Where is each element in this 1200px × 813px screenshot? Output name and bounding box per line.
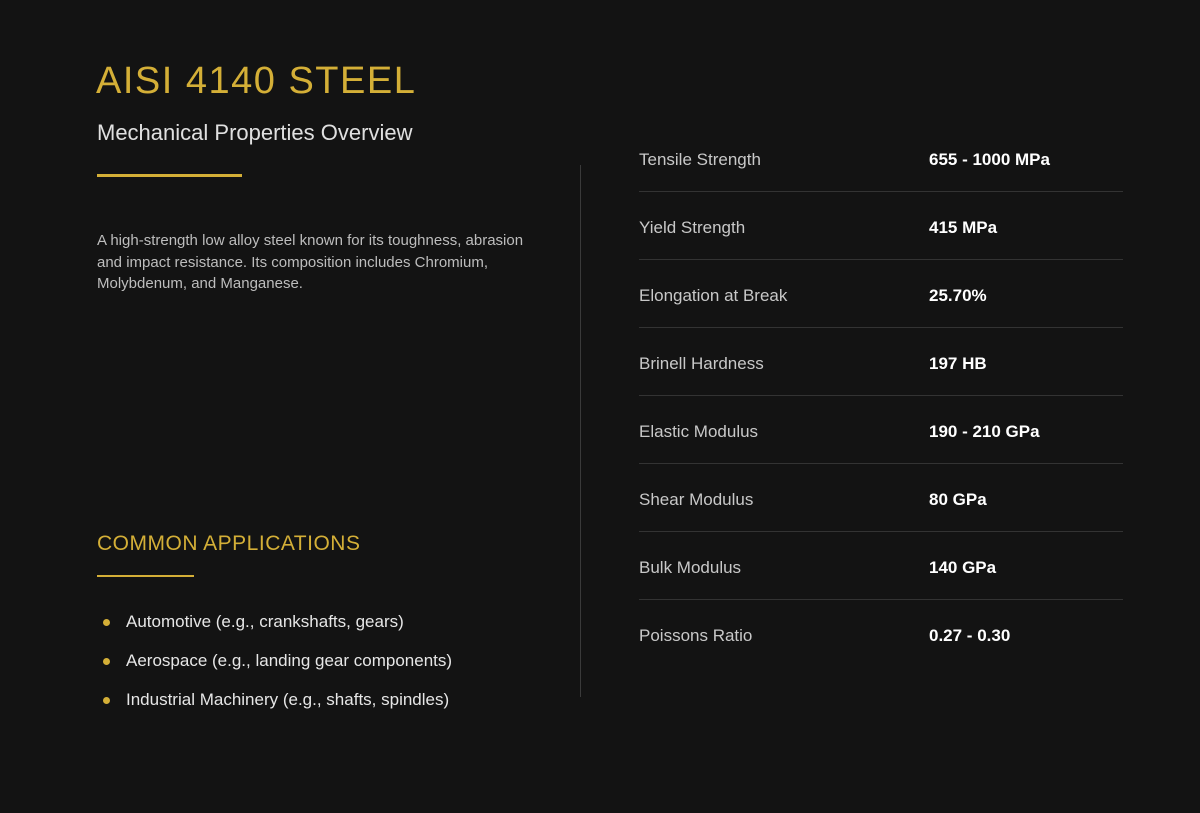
property-value: 25.70% — [929, 286, 987, 305]
property-name: Shear Modulus — [639, 490, 754, 509]
property-name: Elongation at Break — [639, 286, 788, 305]
property-row: Yield Strength 415 MPa — [639, 192, 1123, 260]
accent-rule — [97, 575, 194, 577]
property-value: 197 HB — [929, 354, 987, 373]
property-value: 0.27 - 0.30 — [929, 626, 1011, 645]
application-item: Aerospace (e.g., landing gear components… — [97, 651, 452, 690]
property-row: Tensile Strength 655 - 1000 MPa — [639, 124, 1123, 192]
property-value: 80 GPa — [929, 490, 987, 509]
application-item: Automotive (e.g., crankshafts, gears) — [97, 612, 452, 651]
subtitle: Mechanical Properties Overview — [97, 120, 413, 145]
property-name: Brinell Hardness — [639, 354, 764, 373]
property-value: 140 GPa — [929, 558, 997, 577]
section-title: COMMON APPLICATIONS — [97, 532, 361, 555]
property-row: Brinell Hardness 197 HB — [639, 328, 1123, 396]
property-name: Elastic Modulus — [639, 422, 759, 441]
property-name: Tensile Strength — [639, 150, 761, 169]
title: AISI 4140 STEEL — [96, 60, 417, 102]
property-value: 190 - 210 GPa — [929, 422, 1040, 441]
property-row: Elastic Modulus 190 - 210 GPa — [639, 396, 1123, 464]
property-name: Yield Strength — [639, 218, 746, 237]
property-name: Bulk Modulus — [639, 558, 742, 577]
divider — [580, 165, 581, 697]
accent-rule — [97, 174, 242, 177]
property-value: 415 MPa — [929, 218, 998, 237]
property-row: Shear Modulus 80 GPa — [639, 464, 1123, 532]
property-row: Poissons Ratio 0.27 - 0.30 — [639, 600, 1123, 667]
property-value: 655 - 1000 MPa — [929, 150, 1050, 169]
application-item: Industrial Machinery (e.g., shafts, spin… — [97, 690, 452, 729]
description: A high-strength low alloy steel known fo… — [97, 232, 524, 292]
property-row: Elongation at Break 25.70% — [639, 260, 1123, 328]
property-table: Tensile Strength 655 - 1000 MPa Yield Stre… — [639, 124, 1123, 667]
application-list: Automotive (e.g., crankshafts, gears) Aer… — [97, 612, 452, 729]
property-name: Poissons Ratio — [639, 626, 753, 645]
property-row: Bulk Modulus 140 GPa — [639, 532, 1123, 600]
